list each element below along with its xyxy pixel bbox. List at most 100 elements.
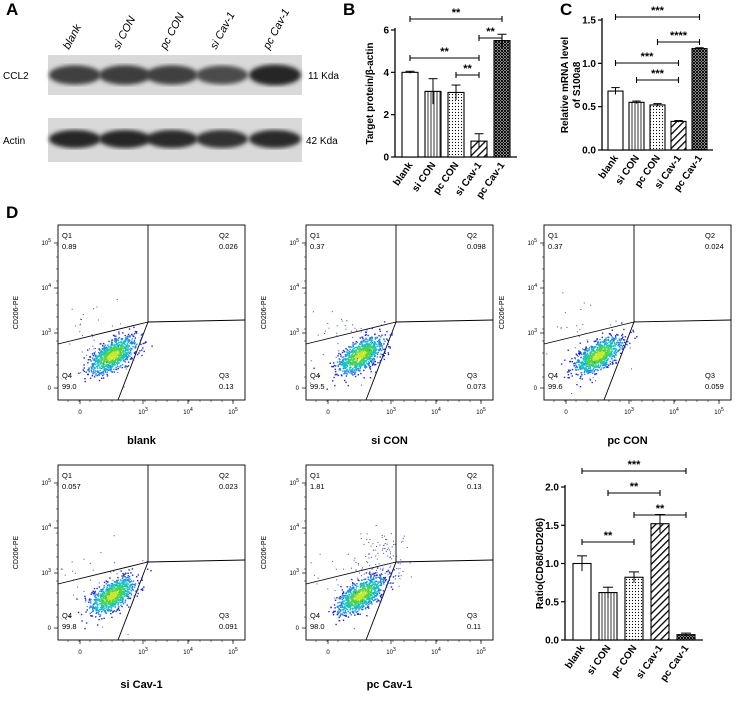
event-dot: [133, 336, 134, 337]
event-dot: [362, 338, 363, 339]
event-dot: [99, 348, 100, 349]
event-dot: [575, 358, 576, 359]
y-tick-label: 103: [528, 328, 538, 337]
quadrant-value: 0.073: [467, 382, 486, 391]
event-dot: [593, 356, 594, 357]
event-dot: [583, 368, 584, 369]
event-dot: [109, 369, 110, 370]
event-dot: [114, 600, 115, 601]
event-dot: [94, 355, 95, 356]
event-dot: [362, 604, 363, 605]
event-dot: [603, 346, 604, 347]
event-dot: [380, 579, 381, 580]
event-dot: [143, 343, 144, 344]
event-dot: [96, 357, 97, 358]
y-tick-label: 0.0: [582, 146, 596, 157]
actin-band: [99, 130, 151, 148]
event-dot: [334, 607, 335, 608]
event-dot: [581, 374, 582, 375]
event-dot: [72, 561, 73, 562]
event-dot: [347, 365, 348, 366]
event-dot: [605, 357, 606, 358]
event-dot: [370, 368, 371, 369]
event-dot: [338, 375, 339, 376]
sample-label: si CON: [371, 435, 408, 447]
event-dot: [379, 339, 380, 340]
event-dot: [129, 353, 130, 354]
event-dot: [349, 351, 350, 352]
y-tick-label: 104: [42, 283, 52, 292]
event-dot: [633, 331, 634, 332]
event-dot: [141, 355, 142, 356]
event-dot: [112, 362, 113, 363]
event-dot: [120, 351, 121, 352]
event-dot: [357, 368, 358, 369]
event-dot: [605, 364, 606, 365]
event-dot: [120, 360, 121, 361]
event-dot: [105, 357, 106, 358]
y-axis-label: Relative mRNA level: [560, 37, 571, 134]
event-dot: [114, 535, 115, 536]
event-dot: [117, 372, 118, 373]
event-dot: [109, 587, 110, 588]
event-dot: [118, 583, 119, 584]
event-dot: [81, 620, 82, 621]
event-dot: [93, 570, 94, 571]
bar: [402, 72, 418, 157]
event-dot: [353, 587, 354, 588]
event-dot: [114, 363, 115, 364]
x-tick-label: 0: [78, 650, 82, 656]
event-dot: [115, 364, 116, 365]
event-dot: [101, 378, 102, 379]
event-dot: [112, 348, 113, 349]
event-dot: [387, 581, 388, 582]
event-dot: [360, 589, 361, 590]
event-dot: [376, 349, 377, 350]
event-dot: [393, 576, 394, 577]
event-dot: [133, 580, 134, 581]
event-dot: [354, 592, 355, 593]
event-dot: [583, 353, 584, 354]
event-dot: [350, 602, 351, 603]
event-dot: [606, 366, 607, 367]
event-dot: [98, 364, 99, 365]
event-dot: [364, 347, 365, 348]
event-dot: [117, 602, 118, 603]
event-dot: [101, 355, 102, 356]
event-dot: [115, 606, 116, 607]
event-dot: [313, 311, 314, 312]
event-dot: [119, 356, 120, 357]
event-dot: [366, 329, 367, 330]
event-dot: [355, 366, 356, 367]
event-dot: [623, 329, 624, 330]
event-dot: [592, 363, 593, 364]
y-tick-label: 0: [48, 386, 52, 392]
event-dot: [90, 580, 91, 581]
event-dot: [347, 605, 348, 606]
quadrant-name: Q4: [310, 371, 320, 380]
event-dot: [342, 607, 343, 608]
event-dot: [363, 354, 364, 355]
event-dot: [608, 342, 609, 343]
event-dot: [359, 598, 360, 599]
event-dot: [567, 371, 568, 372]
event-dot: [364, 351, 365, 352]
event-dot: [72, 571, 73, 572]
event-dot: [127, 587, 128, 588]
plot-frame: [58, 465, 245, 640]
event-dot: [360, 341, 361, 342]
event-dot: [363, 359, 364, 360]
event-dot: [147, 569, 148, 570]
x-tick-label: 103: [138, 647, 148, 656]
event-dot: [354, 602, 355, 603]
event-dot: [103, 597, 104, 598]
event-dot: [364, 356, 365, 357]
event-dot: [110, 613, 111, 614]
event-dot: [93, 369, 94, 370]
event-dot: [599, 357, 600, 358]
event-dot: [592, 353, 593, 354]
event-dot: [588, 368, 589, 369]
event-dot: [98, 371, 99, 372]
event-dot: [578, 360, 579, 361]
event-dot: [134, 352, 135, 353]
